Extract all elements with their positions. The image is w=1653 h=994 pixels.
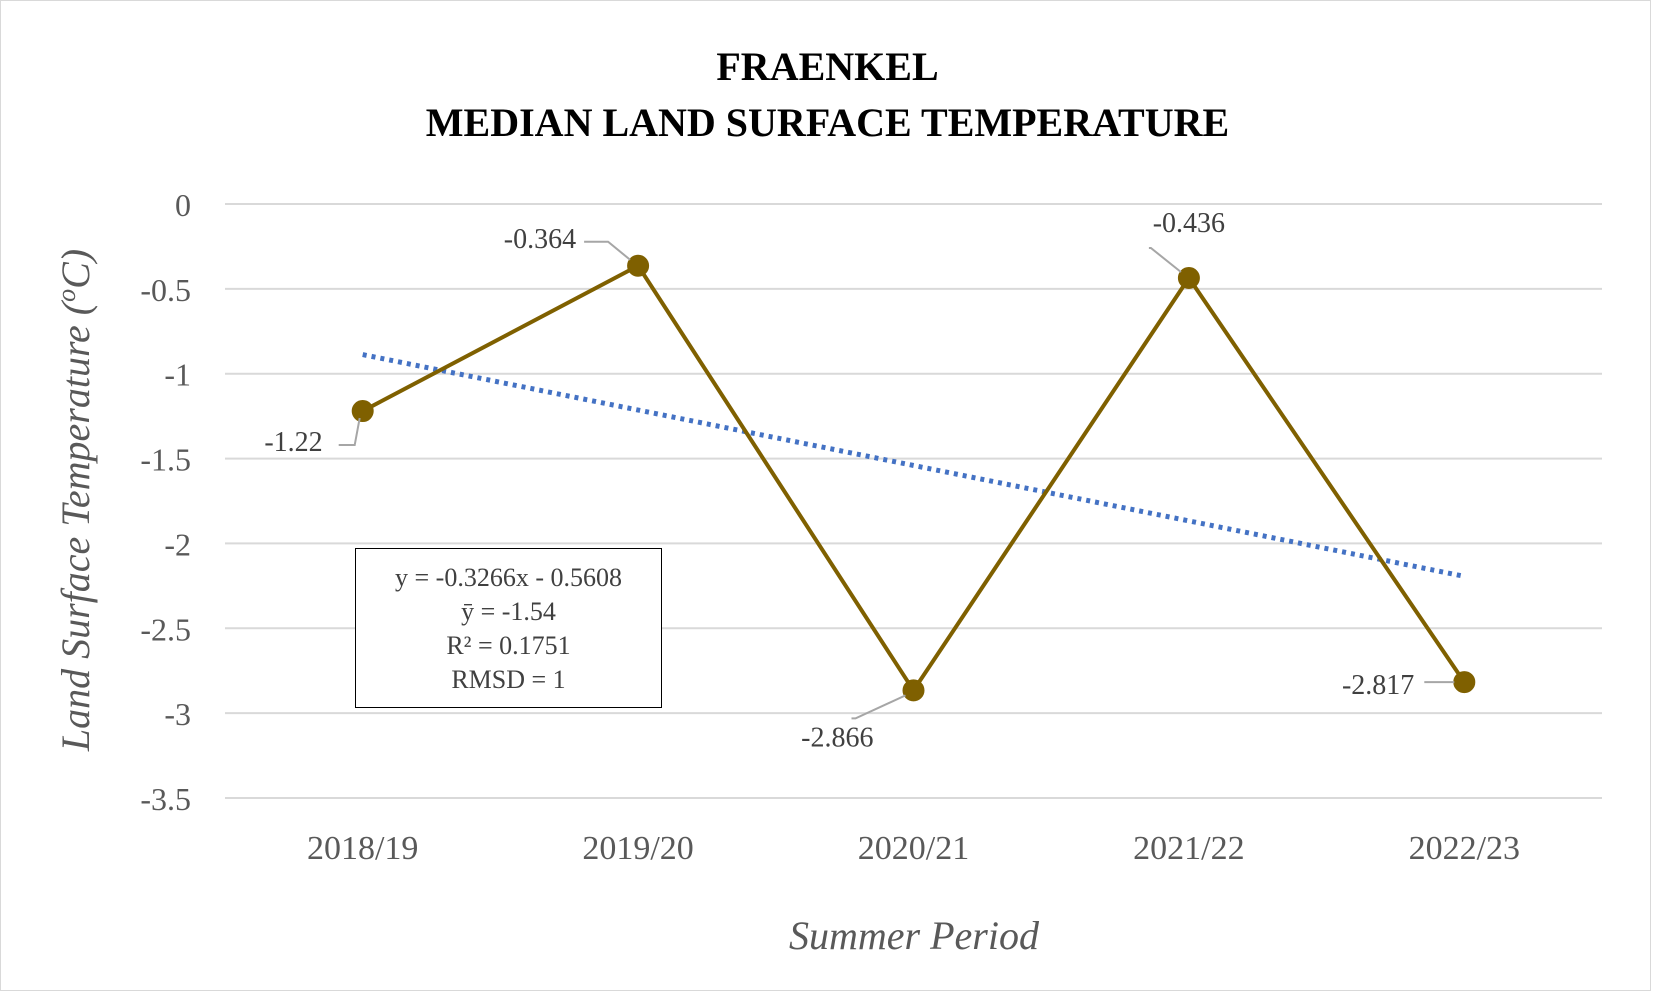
data-label: -2.866 (801, 722, 873, 753)
data-label: -1.22 (264, 427, 322, 458)
y-axis-title-unit: C) (53, 249, 98, 289)
y-tick-label: -2 (164, 526, 191, 562)
data-point (1177, 266, 1200, 289)
data-label: -0.364 (504, 224, 576, 255)
y-tick-label: -1.5 (140, 442, 191, 478)
data-label-leader (338, 417, 361, 447)
chart-title-line-1: FRAENKEL (716, 44, 939, 89)
mean-value: ȳ = -1.54 (461, 597, 556, 626)
y-tick-label: 0 (175, 187, 191, 223)
x-tick-label: 2021/22 (1133, 830, 1244, 867)
regression-stats-box: y = -0.3266x - 0.5608 ȳ = -1.54 R² = 0.1… (355, 548, 662, 708)
data-label: -2.817 (1342, 670, 1414, 701)
x-tick-labels: 2018/19 2019/20 2020/21 2021/22 2022/23 (307, 830, 1520, 867)
data-point (1453, 671, 1476, 694)
y-tick-label: -2.5 (140, 611, 191, 647)
y-tick-label: -3.5 (140, 781, 191, 817)
x-tick-label: 2018/19 (307, 830, 418, 867)
data-label-layer: -1.22 -0.364 -2.866 -0.436 -2.817 (264, 208, 1455, 753)
data-point (351, 400, 374, 423)
x-tick-label: 2022/23 (1409, 830, 1520, 867)
data-point (902, 679, 925, 702)
chart-title-line-2: MEDIAN LAND SURFACE TEMPERATURE (425, 100, 1230, 145)
gridlines (225, 203, 1602, 799)
r-squared: R² = 0.1751 (446, 631, 571, 660)
y-tick-label: -1 (164, 357, 191, 393)
data-label-leader (1148, 246, 1182, 273)
x-axis-title: Summer Period (789, 913, 1040, 958)
data-label-leader (851, 694, 906, 720)
x-tick-label: 2019/20 (582, 830, 693, 867)
y-axis-title-superscript: o (52, 289, 81, 302)
series-layer (351, 254, 1476, 702)
y-axis-title-text: Land Surface Temperature ( (53, 299, 98, 752)
trendline-layer (362, 352, 1465, 579)
regression-equation: y = -0.3266x - 0.5608 (395, 563, 622, 592)
y-axis-title: Land Surface Temperature (oC) (52, 249, 98, 752)
trendline (362, 352, 1465, 579)
data-label: -0.436 (1153, 208, 1225, 239)
x-tick-label: 2020/21 (858, 830, 969, 867)
y-tick-labels: 0 -0.5 -1 -1.5 -2 -2.5 -3 -3.5 (140, 187, 191, 817)
y-tick-label: -0.5 (140, 272, 191, 308)
data-label-leader (584, 240, 631, 261)
y-tick-label: -3 (164, 696, 191, 732)
data-point (627, 254, 650, 277)
rmsd-value: RMSD = 1 (451, 665, 566, 694)
